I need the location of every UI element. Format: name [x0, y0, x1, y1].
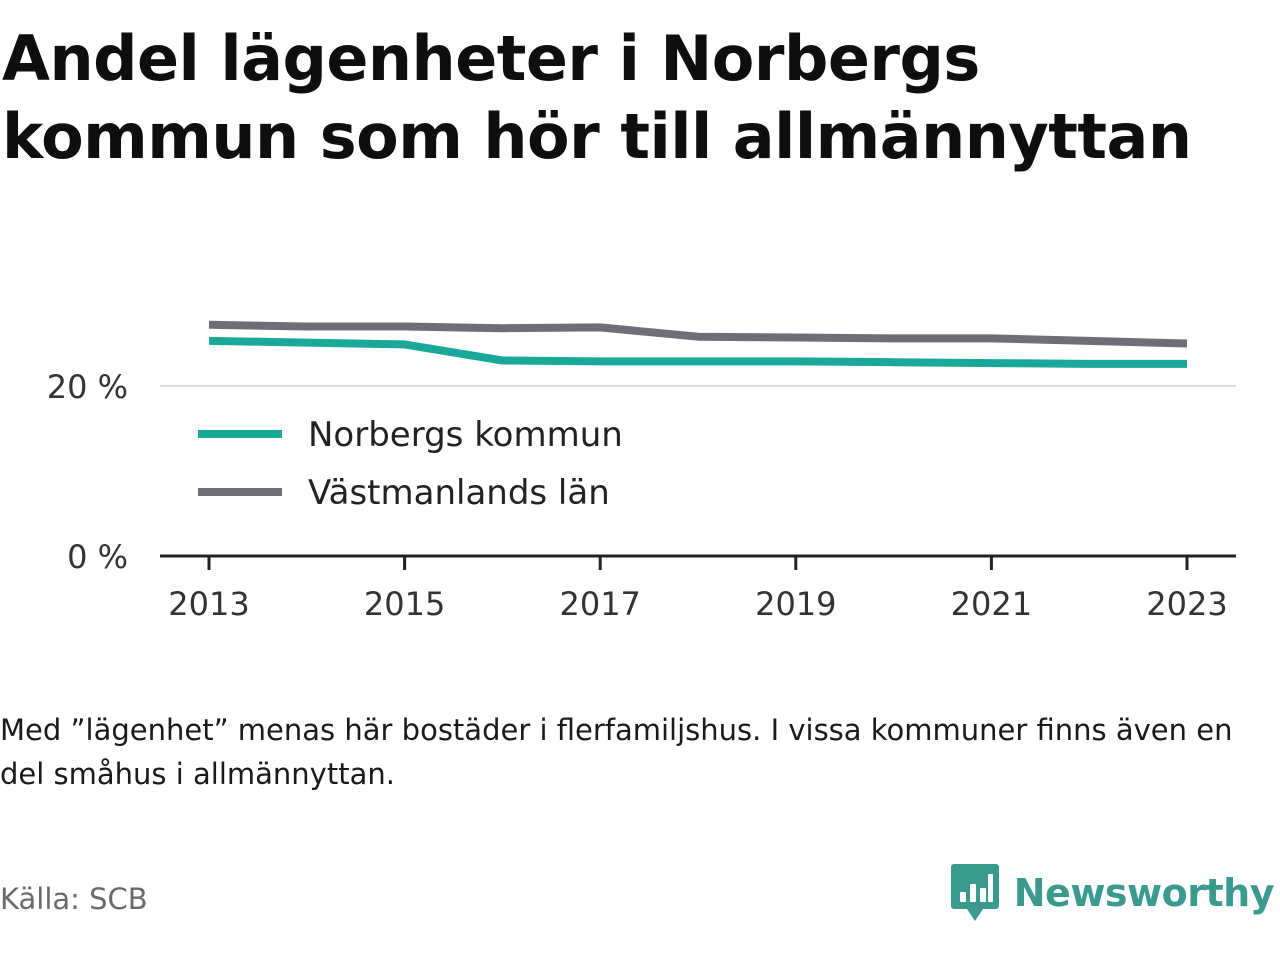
y-tick-label: 20 %	[47, 368, 128, 406]
x-tick-label: 2015	[364, 585, 445, 623]
title-line-1: Andel lägenheter i Norbergs	[2, 22, 980, 95]
x-tick-label: 2017	[559, 585, 640, 623]
x-tick-label: 2023	[1146, 585, 1227, 623]
legend-label: Norbergs kommun	[308, 415, 623, 455]
source-label: Källa: SCB	[0, 882, 148, 916]
line-chart: 0 % 20 % 2013 2015 2017 2019 2021 2023 Norbergs…	[47, 320, 1236, 623]
brand-name: Newsworthy	[1013, 871, 1275, 915]
legend: Norbergs kommun Västmanlands län	[198, 415, 623, 513]
axis-layer: 0 % 20 % 2013 2015 2017 2019 2021 2023	[47, 368, 1236, 623]
series-line-1	[208, 336, 1187, 368]
legend-label: Västmanlands län	[308, 473, 610, 513]
series-line-2	[208, 320, 1188, 348]
bar-chart-speech-bubble-icon	[950, 864, 999, 921]
y-tick-label: 0 %	[67, 538, 128, 576]
title-line-2: kommun som hör till allmännyttan	[2, 100, 1192, 173]
series-layer	[208, 320, 1188, 368]
footnote: Med ”lägenhet” menas här bostäder i fler…	[0, 713, 1233, 791]
x-tick-label: 2019	[755, 585, 836, 623]
chart-title: Andel lägenheter i Norbergs kommun som h…	[2, 20, 1272, 176]
x-tick-label: 2013	[168, 585, 249, 623]
brand-logo: Newsworthy	[950, 862, 1275, 924]
x-tick-label: 2021	[951, 585, 1032, 623]
